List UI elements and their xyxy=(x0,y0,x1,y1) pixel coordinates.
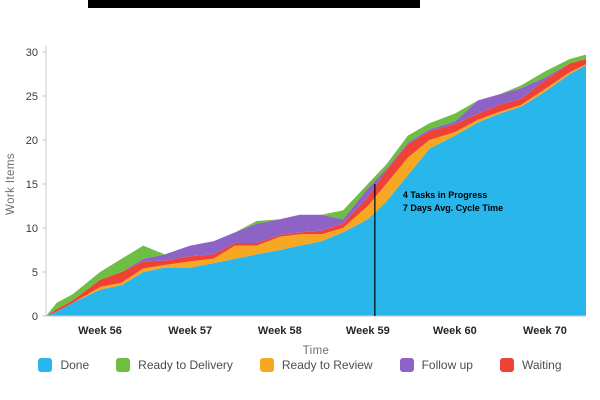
legend-swatch xyxy=(259,358,274,372)
chart-legend: Done Ready to Delivery Ready to Review Foll… xyxy=(0,358,600,372)
x-tick-label: Week 56 xyxy=(78,325,122,337)
x-tick-label: Week 60 xyxy=(433,325,477,337)
cfd-chart: 0 5 10 15 20 25 30 Week 56 Week 57 Week 58 Week 59… xyxy=(5,46,586,356)
y-tick-label: 15 xyxy=(26,179,38,191)
y-tick-label: 25 xyxy=(26,91,38,103)
legend-item-waiting: Waiting xyxy=(499,358,562,372)
annotation-text: 4 Tasks in Progress xyxy=(403,190,487,200)
legend-label: Ready to Delivery xyxy=(138,358,233,372)
x-tick-label: Week 70 xyxy=(523,325,567,337)
legend-swatch xyxy=(116,358,131,372)
legend-item-follow-up: Follow up xyxy=(399,358,473,372)
top-black-bar xyxy=(88,0,420,8)
legend-swatch xyxy=(499,358,514,372)
y-tick-label: 30 xyxy=(26,47,38,59)
area-done xyxy=(46,65,586,316)
y-tick-label: 20 xyxy=(26,135,38,147)
y-tick-label: 0 xyxy=(32,311,38,323)
x-tick-label: Week 57 xyxy=(168,325,212,337)
legend-label: Done xyxy=(60,358,90,372)
x-tick-label: Week 58 xyxy=(258,325,302,337)
y-tick-label: 10 xyxy=(26,223,38,235)
legend-label: Ready to Review xyxy=(281,358,373,372)
x-tick-label: Week 59 xyxy=(346,325,390,337)
area-ready-to-delivery xyxy=(46,54,586,316)
legend-item-done: Done xyxy=(38,358,89,372)
legend-swatch xyxy=(38,358,53,372)
y-tick-label: 5 xyxy=(32,267,38,279)
legend-label: Waiting xyxy=(521,358,562,372)
legend-item-ready-to-delivery: Ready to Delivery xyxy=(116,358,233,372)
x-axis-title: Time xyxy=(303,345,330,356)
legend-label: Follow up xyxy=(421,358,473,372)
annotation-text: 7 Days Avg. Cycle Time xyxy=(403,203,503,213)
y-axis-title: Work Items xyxy=(5,153,17,215)
legend-swatch xyxy=(399,358,414,372)
legend-item-ready-to-review: Ready to Review xyxy=(259,358,373,372)
area-follow-up xyxy=(46,59,586,316)
